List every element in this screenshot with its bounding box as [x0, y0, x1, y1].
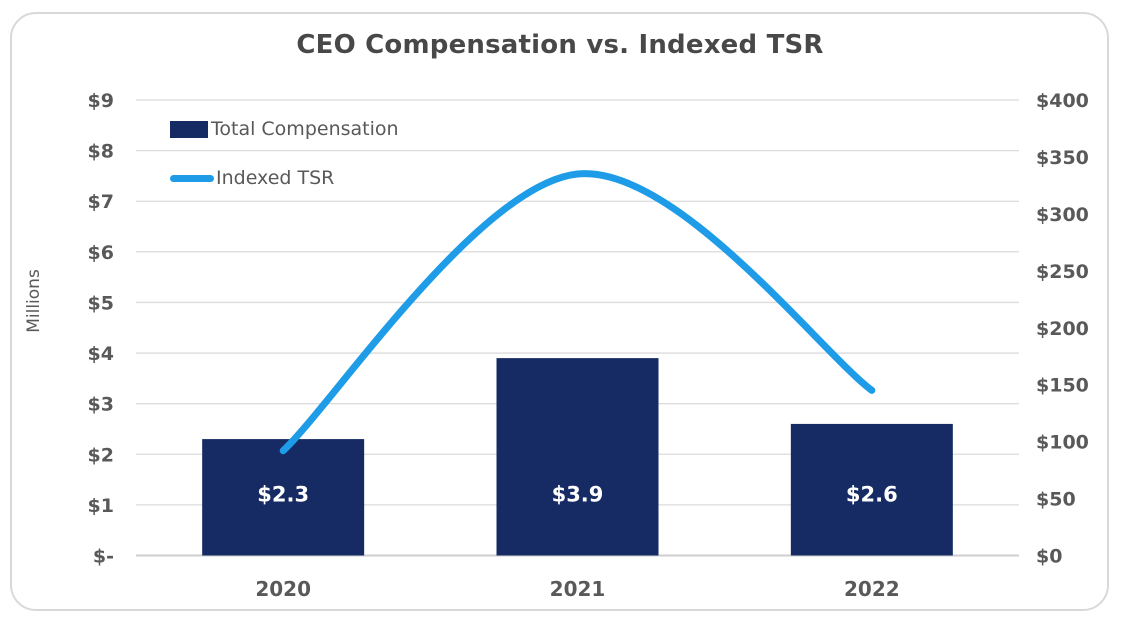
- right-axis-tick-label: $400: [1036, 90, 1089, 112]
- legend-item-total-compensation: Total Compensation: [170, 118, 399, 140]
- left-axis-tick-label: $2: [88, 444, 114, 466]
- line-series-swatch-icon: [170, 174, 214, 182]
- left-axis-tick-label: $9: [88, 90, 114, 112]
- chart-title: CEO Compensation vs. Indexed TSR: [296, 30, 824, 60]
- right-axis-tick-label: $250: [1036, 261, 1089, 283]
- right-axis-tick-label: $150: [1036, 375, 1089, 397]
- right-axis-tick-label: $100: [1036, 432, 1089, 454]
- right-axis-tick-label: $300: [1036, 204, 1089, 226]
- bar-value-label: $3.9: [552, 483, 604, 507]
- bar-2020: [202, 439, 365, 556]
- left-axis-tick-label: $3: [88, 394, 114, 416]
- legend-label-indexed-tsr: Indexed TSR: [216, 167, 335, 189]
- left-axis-tick-label: $1: [88, 495, 114, 517]
- x-axis-label-2022: 2022: [844, 577, 900, 601]
- left-axis-tick-label: $4: [88, 343, 114, 365]
- x-axis-label-2020: 2020: [255, 577, 311, 601]
- x-axis-label-2021: 2021: [550, 577, 606, 601]
- right-axis-tick-label: $0: [1036, 546, 1062, 568]
- bar-series-swatch-icon: [170, 120, 208, 138]
- right-axis-tick-label: $50: [1036, 489, 1076, 511]
- bar-2022: [790, 423, 953, 556]
- left-axis-tick-label: $8: [88, 141, 114, 163]
- bar-2021: [496, 358, 659, 556]
- legend-label-total-compensation: Total Compensation: [211, 118, 399, 140]
- legend: Total Compensation Indexed TSR: [170, 118, 399, 216]
- left-axis-tick-label: $6: [88, 242, 114, 264]
- left-axis-tick-label: $5: [88, 292, 114, 314]
- indexed-tsr-line: [279, 170, 876, 455]
- bar-value-label: $2.6: [846, 483, 898, 507]
- legend-item-indexed-tsr: Indexed TSR: [170, 167, 399, 189]
- bar-value-label: $2.3: [257, 483, 309, 507]
- right-axis-tick-label: $200: [1036, 318, 1089, 340]
- left-axis-tick-label: $-: [93, 546, 114, 568]
- left-axis-tick-label: $7: [88, 191, 114, 213]
- right-axis-tick-label: $350: [1036, 147, 1089, 169]
